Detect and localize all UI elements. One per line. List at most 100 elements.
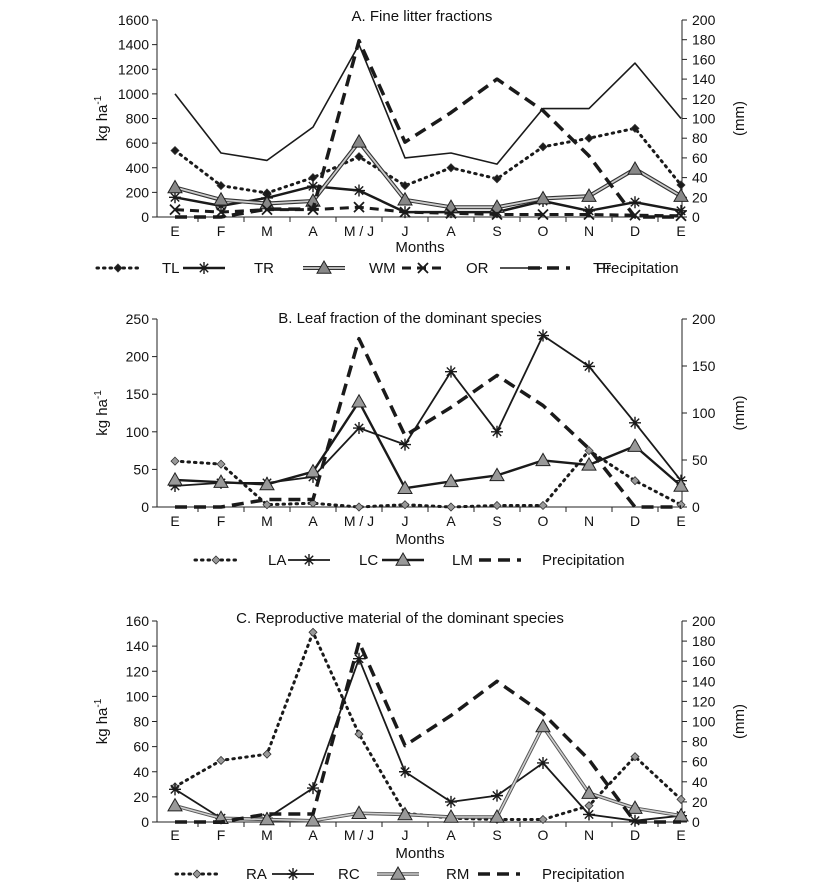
data-point-la bbox=[400, 500, 410, 510]
data-point-rm bbox=[627, 800, 643, 814]
x-tick-label: D bbox=[630, 223, 640, 239]
data-point-tl bbox=[216, 181, 226, 191]
series-line-rm-highlight bbox=[174, 725, 682, 822]
y-tick-label-left: 100 bbox=[126, 424, 150, 440]
y-tick-label-left: 80 bbox=[133, 714, 149, 730]
legend-label: Precipitation bbox=[596, 260, 679, 277]
data-point-ra bbox=[354, 729, 364, 739]
y-tick-label-left: 1200 bbox=[118, 61, 149, 77]
legend-swatch-marker bbox=[211, 555, 221, 565]
chart-title: C. Reproductive material of the dominant… bbox=[236, 610, 564, 627]
y-tick-label-left: 0 bbox=[141, 499, 149, 515]
y-tick-label-right: 20 bbox=[692, 794, 708, 810]
data-point-wm bbox=[213, 191, 229, 206]
y-tick-label-right: 100 bbox=[692, 111, 716, 127]
y-tick-label-right: 40 bbox=[692, 774, 708, 790]
x-tick-label: D bbox=[630, 827, 640, 843]
legend-swatch-marker bbox=[390, 865, 406, 880]
y-tick-label-left: 0 bbox=[141, 209, 149, 225]
data-point-or bbox=[583, 208, 595, 221]
data-point-or bbox=[353, 201, 365, 213]
data-point-tl bbox=[400, 181, 410, 191]
y-tick-label-left: 600 bbox=[126, 135, 150, 151]
series-ra bbox=[170, 627, 686, 825]
x-tick-label: N bbox=[584, 223, 594, 239]
x-tick-label: A bbox=[308, 223, 318, 239]
x-tick-label: E bbox=[170, 827, 179, 843]
y-axis-label-exponent: -1 bbox=[93, 95, 104, 104]
series-line-wm bbox=[174, 139, 683, 210]
y-tick-label-right: 60 bbox=[692, 754, 708, 770]
y-tick-label-right: 80 bbox=[692, 734, 708, 750]
data-point-lm bbox=[627, 438, 643, 452]
y-axis-label-unit: kg ha bbox=[94, 104, 111, 141]
legend-item-precipitation: Precipitation bbox=[479, 552, 625, 569]
data-point-rm bbox=[535, 718, 551, 733]
legend-label: RM bbox=[446, 866, 469, 883]
data-point-tr bbox=[629, 196, 641, 209]
chart-title: A. Fine litter fractions bbox=[352, 8, 493, 25]
data-point-tr bbox=[169, 191, 181, 204]
data-point-tl bbox=[630, 123, 640, 133]
legend-item-ra: RA bbox=[174, 866, 267, 883]
legend-label: LA bbox=[268, 552, 286, 569]
data-point-wm bbox=[673, 188, 689, 202]
y-axis-label-unit: kg ha bbox=[94, 707, 111, 744]
legend-label: LM bbox=[452, 552, 473, 569]
data-point-or bbox=[169, 203, 181, 216]
y-tick-label-right: 200 bbox=[692, 613, 716, 629]
data-point-lm bbox=[351, 393, 367, 408]
y-axis-label-left: kg ha-1 bbox=[93, 698, 111, 744]
x-tick-label: N bbox=[584, 827, 594, 843]
data-point-la bbox=[538, 500, 548, 511]
legend-item-lc: LC bbox=[288, 552, 378, 569]
data-point-tr bbox=[583, 204, 595, 217]
legend-item-rc: RC bbox=[272, 866, 360, 883]
data-point-la bbox=[492, 500, 502, 511]
x-tick-label: M bbox=[261, 513, 273, 529]
data-point-ra bbox=[538, 814, 548, 825]
legend-swatch-marker bbox=[192, 869, 202, 879]
series-line-tl bbox=[173, 126, 683, 195]
x-axis-label: Months bbox=[395, 845, 444, 862]
x-tick-label: J bbox=[402, 223, 409, 239]
data-point-lc bbox=[491, 425, 503, 438]
y-tick-label-right: 180 bbox=[692, 633, 716, 649]
data-point-rc bbox=[399, 765, 411, 778]
y-tick-label-right: 20 bbox=[692, 189, 708, 205]
data-point-rm bbox=[397, 806, 413, 821]
x-tick-label: O bbox=[538, 223, 549, 239]
chart-panel-a: A. Fine litter fractions0200400600800100… bbox=[93, 8, 748, 277]
chart-title: B. Leaf fraction of the dominant species bbox=[278, 310, 542, 327]
series-line-precipitation bbox=[175, 640, 681, 824]
data-point-ra bbox=[216, 755, 226, 766]
legend-item-lm: LM bbox=[382, 551, 473, 569]
data-point-la bbox=[170, 456, 180, 466]
y-tick-label-right: 50 bbox=[692, 452, 708, 468]
x-tick-label: M / J bbox=[344, 513, 374, 529]
y-tick-label-right: 200 bbox=[692, 12, 716, 28]
series-line-rc bbox=[174, 657, 682, 822]
y-tick-label-left: 200 bbox=[126, 349, 150, 365]
legend-swatch-marker bbox=[395, 551, 411, 566]
data-point-wm bbox=[581, 188, 597, 202]
x-tick-label: F bbox=[217, 223, 226, 239]
x-axis-label: Months bbox=[395, 531, 444, 548]
series-line-wm-highlight bbox=[174, 141, 682, 209]
data-point-lm bbox=[397, 480, 413, 494]
series-line-precipitation bbox=[175, 336, 681, 509]
data-point-rc bbox=[307, 782, 319, 795]
legend-item-or: OR bbox=[402, 260, 489, 277]
y-tick-label-left: 60 bbox=[133, 739, 149, 755]
y-axis-label-unit: kg ha bbox=[94, 398, 111, 435]
y-tick-label-left: 800 bbox=[126, 111, 150, 127]
data-point-la bbox=[216, 459, 226, 469]
legend-swatch-marker bbox=[316, 259, 332, 274]
x-tick-label: E bbox=[676, 827, 685, 843]
y-tick-label-right: 100 bbox=[692, 714, 716, 730]
series-la bbox=[170, 446, 686, 512]
data-point-tl bbox=[354, 152, 364, 162]
x-tick-label: F bbox=[217, 513, 226, 529]
data-point-lm bbox=[581, 456, 597, 471]
legend-label: WM bbox=[369, 260, 396, 277]
